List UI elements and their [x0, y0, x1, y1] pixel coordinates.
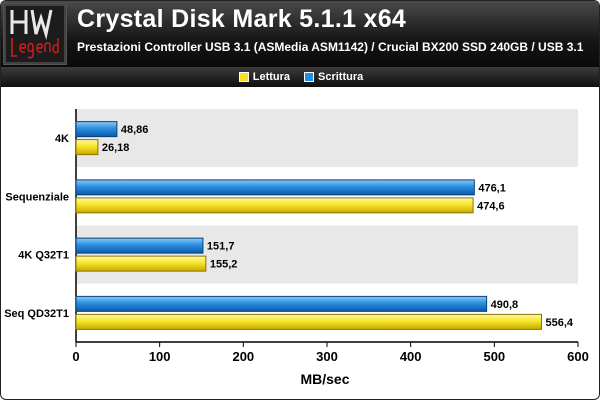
x-tick-label: 0 [72, 349, 79, 364]
bar-lettura [75, 255, 207, 272]
data-label-scrittura: 48,86 [121, 124, 149, 136]
legend-item-scrittura: Scrittura [304, 71, 363, 83]
legend-swatch-lettura [238, 72, 249, 82]
x-tick-label: 500 [483, 349, 505, 364]
bar-scrittura [75, 295, 488, 312]
data-label-lettura: 155,2 [210, 259, 238, 271]
legend-label-lettura: Lettura [252, 71, 291, 83]
bar-chart: 4K 48,86 26,18 Sequenziale 476,1 474,6 4K Q32T… [4, 109, 589, 387]
header: Crystal Disk Mark 5.1.1 x64 Prestazioni … [1, 1, 599, 67]
chart-subtitle: Prestazioni Controller USB 3.1 (ASMedia … [77, 40, 584, 54]
category-label: 4K Q32T1 [18, 250, 69, 262]
legend-label-scrittura: Scrittura [318, 71, 364, 83]
data-label-scrittura: 476,1 [478, 182, 506, 194]
bar-scrittura [75, 179, 475, 196]
bar-scrittura [75, 237, 204, 254]
category-band [76, 109, 578, 168]
category-label: Seq QD32T1 [4, 308, 69, 320]
hwlegend-logo [3, 3, 67, 65]
data-label-scrittura: 490,8 [491, 299, 519, 311]
bar-lettura [75, 313, 543, 330]
legend-swatch-scrittura [304, 72, 315, 82]
bar-lettura [75, 197, 474, 214]
bar-lettura [75, 139, 99, 156]
data-label-lettura: 556,4 [546, 317, 574, 329]
category-band [76, 283, 578, 342]
category-label: 4K [55, 133, 69, 145]
category-label: Sequenziale [5, 191, 69, 203]
data-label-lettura: 26,18 [102, 142, 130, 154]
legend: Lettura Scrittura [1, 67, 599, 87]
legend-item-lettura: Lettura [238, 71, 291, 83]
data-label-lettura: 474,6 [477, 200, 505, 212]
x-tick-label: 400 [400, 349, 422, 364]
category-band [76, 167, 578, 226]
chart-title: Crystal Disk Mark 5.1.1 x64 [77, 5, 407, 33]
category-band [76, 225, 578, 284]
x-tick-label: 300 [316, 349, 338, 364]
x-tick-label: 100 [149, 349, 171, 364]
data-label-scrittura: 151,7 [207, 241, 235, 253]
x-tick-label: 600 [567, 349, 589, 364]
x-tick-label: 200 [232, 349, 254, 364]
bar-scrittura [75, 121, 118, 138]
x-axis-title: MB/sec [300, 371, 349, 387]
